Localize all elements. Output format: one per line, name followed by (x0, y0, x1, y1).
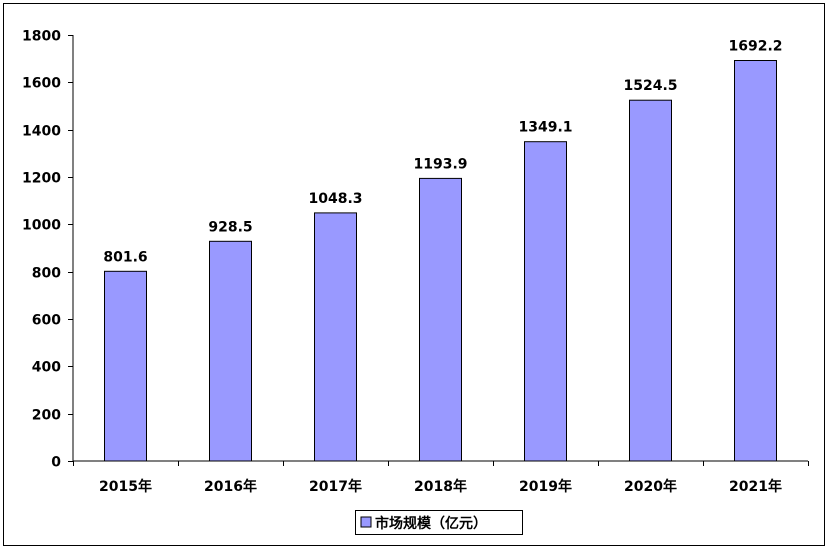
data-label: 1193.9 (413, 156, 467, 172)
y-tick-label: 1000 (22, 218, 61, 234)
y-tick-label: 1200 (22, 171, 61, 187)
data-labels: 801.6 928.5 1048.3 1193.9 1349.1 1524.5 1692.2 (103, 39, 782, 266)
y-tick-label: 1400 (22, 124, 61, 140)
bars (104, 60, 777, 462)
bar (734, 60, 777, 462)
bar (209, 240, 252, 462)
data-label: 928.5 (208, 219, 252, 235)
bar (629, 99, 672, 462)
data-label: 1048.3 (308, 191, 362, 207)
legend: 市场规模（亿元） (355, 510, 523, 535)
x-tick-label: 2016年 (204, 478, 257, 495)
bar (524, 141, 567, 462)
x-tick-label: 2015年 (99, 478, 152, 495)
x-tick-label: 2017年 (309, 478, 362, 495)
bar (314, 212, 357, 462)
y-tick-label: 0 (51, 455, 61, 471)
y-tick-label: 1800 (22, 29, 61, 45)
x-tick-label: 2018年 (414, 478, 467, 495)
y-tick-label: 200 (32, 408, 61, 424)
axes: 0 200 400 600 800 1000 1200 1400 1600 1800 2015年 20… (22, 29, 809, 495)
x-tick-label: 2021年 (729, 478, 782, 495)
data-label: 1692.2 (728, 39, 782, 55)
data-label: 801.6 (103, 249, 147, 265)
y-tick-label: 400 (32, 360, 61, 376)
y-tick-label: 600 (32, 313, 61, 329)
data-label: 1349.1 (518, 120, 572, 136)
legend-box (355, 510, 523, 535)
x-tick-label: 2020年 (624, 478, 677, 495)
y-tick-label: 800 (32, 266, 61, 282)
bar (104, 270, 147, 462)
x-tick-label: 2019年 (519, 478, 572, 495)
legend-swatch (360, 516, 372, 528)
y-tick-label: 1600 (22, 76, 61, 92)
bar (419, 177, 462, 462)
legend-entry: 市场规模（亿元） (375, 515, 487, 532)
data-label: 1524.5 (623, 78, 677, 94)
